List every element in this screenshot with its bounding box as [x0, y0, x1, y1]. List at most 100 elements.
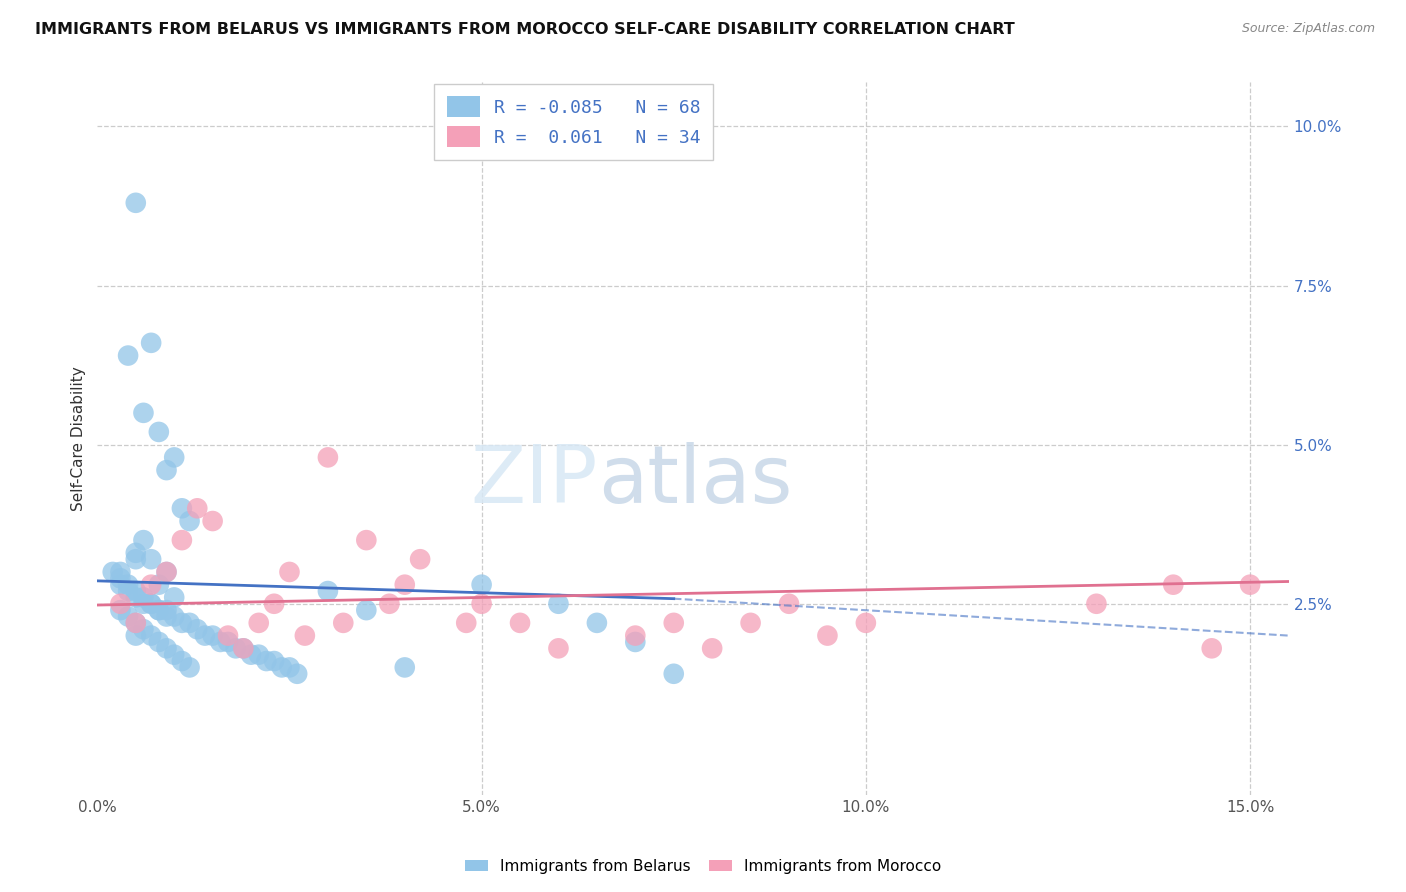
Legend: R = -0.085   N = 68, R =  0.061   N = 34: R = -0.085 N = 68, R = 0.061 N = 34 — [434, 84, 713, 160]
Point — [778, 597, 800, 611]
Point — [155, 565, 177, 579]
Point — [155, 565, 177, 579]
Point — [1085, 597, 1108, 611]
Point — [378, 597, 401, 611]
Point — [125, 195, 148, 210]
Point — [186, 622, 208, 636]
Point — [110, 577, 132, 591]
Point — [247, 648, 270, 662]
Point — [662, 615, 685, 630]
Point — [132, 597, 155, 611]
Point — [509, 615, 531, 630]
Point — [141, 597, 163, 611]
Point — [285, 666, 308, 681]
Point — [125, 591, 148, 605]
Point — [110, 597, 132, 611]
Point — [471, 577, 494, 591]
Point — [278, 660, 301, 674]
Point — [163, 648, 186, 662]
Point — [148, 635, 170, 649]
Point — [155, 641, 177, 656]
Point — [117, 577, 139, 591]
Point — [101, 565, 124, 579]
Point — [456, 615, 478, 630]
Point — [179, 514, 201, 528]
Point — [1201, 641, 1223, 656]
Point — [356, 603, 378, 617]
Point — [547, 641, 569, 656]
Point — [117, 584, 139, 599]
Point — [155, 609, 177, 624]
Y-axis label: Self-Care Disability: Self-Care Disability — [72, 366, 86, 511]
Point — [125, 615, 148, 630]
Point — [254, 654, 277, 668]
Point — [547, 597, 569, 611]
Point — [170, 615, 193, 630]
Text: atlas: atlas — [598, 442, 792, 520]
Point — [125, 615, 148, 630]
Point — [702, 641, 724, 656]
Point — [1161, 577, 1184, 591]
Point — [1239, 577, 1261, 591]
Point — [217, 635, 239, 649]
Point — [163, 591, 186, 605]
Point — [332, 615, 354, 630]
Text: IMMIGRANTS FROM BELARUS VS IMMIGRANTS FROM MOROCCO SELF-CARE DISABILITY CORRELAT: IMMIGRANTS FROM BELARUS VS IMMIGRANTS FR… — [35, 22, 1015, 37]
Point — [141, 552, 163, 566]
Point — [217, 629, 239, 643]
Point — [179, 660, 201, 674]
Point — [263, 654, 285, 668]
Point — [247, 615, 270, 630]
Point — [125, 584, 148, 599]
Point — [132, 622, 155, 636]
Point — [624, 629, 647, 643]
Point — [225, 641, 247, 656]
Point — [170, 654, 193, 668]
Point — [356, 533, 378, 548]
Point — [294, 629, 316, 643]
Point — [316, 450, 339, 465]
Point — [179, 615, 201, 630]
Point — [855, 615, 877, 630]
Point — [170, 501, 193, 516]
Point — [125, 546, 148, 560]
Legend: Immigrants from Belarus, Immigrants from Morocco: Immigrants from Belarus, Immigrants from… — [458, 853, 948, 880]
Point — [148, 603, 170, 617]
Point — [125, 629, 148, 643]
Text: ZIP: ZIP — [470, 442, 598, 520]
Point — [170, 533, 193, 548]
Point — [117, 609, 139, 624]
Point — [270, 660, 292, 674]
Point — [740, 615, 762, 630]
Point — [132, 406, 155, 420]
Point — [110, 603, 132, 617]
Point — [394, 577, 416, 591]
Point — [409, 552, 432, 566]
Point — [662, 666, 685, 681]
Point — [817, 629, 839, 643]
Point — [471, 597, 494, 611]
Point — [232, 641, 254, 656]
Point — [155, 463, 177, 477]
Point — [194, 629, 217, 643]
Point — [163, 450, 186, 465]
Point — [316, 584, 339, 599]
Point — [394, 660, 416, 674]
Point — [148, 603, 170, 617]
Point — [132, 591, 155, 605]
Point — [141, 597, 163, 611]
Point — [155, 603, 177, 617]
Point — [201, 629, 224, 643]
Point — [141, 335, 163, 350]
Point — [209, 635, 232, 649]
Point — [278, 565, 301, 579]
Point — [148, 425, 170, 439]
Point — [232, 641, 254, 656]
Point — [148, 577, 170, 591]
Point — [117, 349, 139, 363]
Point — [141, 629, 163, 643]
Point — [240, 648, 263, 662]
Point — [125, 552, 148, 566]
Point — [110, 565, 132, 579]
Point — [586, 615, 609, 630]
